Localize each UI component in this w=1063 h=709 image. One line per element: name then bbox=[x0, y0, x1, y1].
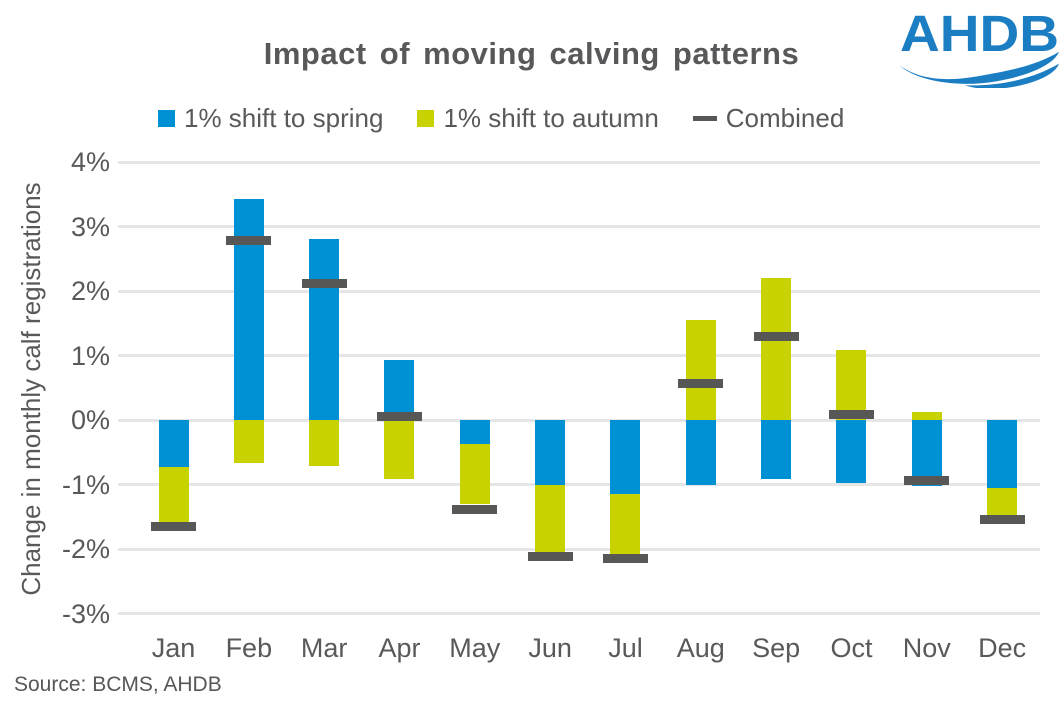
x-label-sep: Sep bbox=[752, 633, 801, 663]
bar-apr-spring bbox=[384, 360, 415, 420]
bar-feb-autumn bbox=[233, 420, 264, 464]
bar-mar-spring bbox=[309, 238, 340, 420]
bar-sep-spring bbox=[761, 420, 792, 480]
bar-oct-autumn bbox=[836, 349, 867, 420]
ahdb-logo-wave-icon bbox=[899, 51, 1060, 84]
bar-dec-spring bbox=[987, 420, 1018, 488]
ahdb-logo: AHDB bbox=[899, 5, 1060, 88]
source-note: Source: BCMS, AHDB bbox=[14, 673, 222, 696]
legend-label-combined: Combined bbox=[725, 102, 845, 133]
bar-feb-spring bbox=[233, 198, 264, 420]
gridline-4pct bbox=[118, 160, 1040, 164]
bar-may-autumn bbox=[459, 443, 490, 504]
combined-marker-dec bbox=[979, 515, 1025, 525]
combined-dash-icon bbox=[692, 115, 717, 121]
y-tick-label-3pct: 3% bbox=[70, 211, 110, 242]
ahdb-logo-text: AHDB bbox=[900, 5, 1059, 62]
combined-marker-apr bbox=[376, 411, 422, 421]
chart-legend: 1% shift to spring 1% shift to autumn Co… bbox=[158, 101, 844, 135]
x-label-apr: Apr bbox=[378, 633, 421, 663]
gridline--1pct bbox=[118, 483, 1040, 486]
x-label-jan: Jan bbox=[151, 633, 196, 663]
bar-mar-autumn bbox=[309, 420, 340, 466]
gridline-2pct bbox=[118, 289, 1040, 293]
gridline--3pct bbox=[118, 612, 1040, 615]
combined-marker-mar bbox=[301, 278, 347, 288]
legend-label-autumn: 1% shift to autumn bbox=[443, 102, 659, 133]
legend-item-autumn: 1% shift to autumn bbox=[417, 102, 659, 134]
chart-title: Impact of moving calving patterns bbox=[263, 36, 800, 71]
combined-marker-sep bbox=[753, 332, 799, 342]
bar-nov-spring bbox=[911, 420, 942, 487]
bar-sep-autumn bbox=[761, 278, 792, 420]
x-label-may: May bbox=[449, 633, 501, 663]
bar-nov-autumn bbox=[911, 412, 942, 420]
x-label-mar: Mar bbox=[300, 633, 348, 663]
bar-jan-spring bbox=[158, 420, 189, 468]
legend-item-combined: Combined bbox=[692, 102, 845, 134]
legend-item-spring: 1% shift to spring bbox=[158, 103, 383, 134]
ahdb-logo-wave2-icon bbox=[964, 63, 1060, 88]
y-tick-label--3pct: -3% bbox=[61, 598, 110, 629]
autumn-swatch-icon bbox=[417, 109, 435, 127]
combined-marker-jan bbox=[151, 521, 196, 531]
legend-label-spring: 1% shift to spring bbox=[184, 102, 384, 133]
x-label-nov: Nov bbox=[902, 633, 951, 663]
bar-oct-spring bbox=[836, 420, 867, 484]
gridline-1pct bbox=[118, 354, 1040, 357]
x-label-jul: Jul bbox=[608, 633, 643, 663]
gridline-3pct bbox=[118, 225, 1040, 228]
combined-marker-feb bbox=[226, 236, 272, 246]
y-tick-label-1pct: 1% bbox=[70, 340, 110, 371]
bar-may-spring bbox=[459, 420, 490, 444]
bar-dec-autumn bbox=[987, 487, 1018, 517]
y-tick-label-4pct: 4% bbox=[70, 147, 110, 177]
x-label-oct: Oct bbox=[830, 633, 873, 663]
combined-marker-may bbox=[452, 504, 498, 514]
y-tick-label--2pct: -2% bbox=[61, 534, 110, 564]
combined-marker-nov bbox=[904, 476, 950, 486]
bar-jul-autumn bbox=[610, 494, 641, 559]
gridline-0pct bbox=[118, 418, 1040, 422]
bar-jan-autumn bbox=[158, 467, 189, 522]
combined-marker-jul bbox=[602, 554, 648, 564]
combined-marker-jun bbox=[527, 552, 573, 562]
x-label-feb: Feb bbox=[225, 633, 273, 663]
y-tick-label-0pct: 0% bbox=[70, 405, 110, 435]
bar-jul-spring bbox=[610, 420, 641, 495]
bar-apr-autumn bbox=[384, 420, 415, 480]
x-label-jun: Jun bbox=[528, 633, 572, 663]
gridline--2pct bbox=[118, 547, 1040, 551]
x-label-dec: Dec bbox=[978, 633, 1027, 663]
bar-jun-autumn bbox=[535, 484, 566, 554]
combined-marker-oct bbox=[828, 410, 874, 420]
spring-swatch-icon bbox=[158, 109, 175, 127]
y-tick-label-2pct: 2% bbox=[70, 276, 110, 306]
x-label-aug: Aug bbox=[676, 633, 725, 663]
bar-aug-spring bbox=[685, 420, 716, 485]
combined-marker-aug bbox=[678, 378, 724, 388]
bar-aug-autumn bbox=[685, 320, 716, 420]
bar-jun-spring bbox=[535, 420, 566, 485]
y-tick-label--1pct: -1% bbox=[61, 469, 110, 500]
